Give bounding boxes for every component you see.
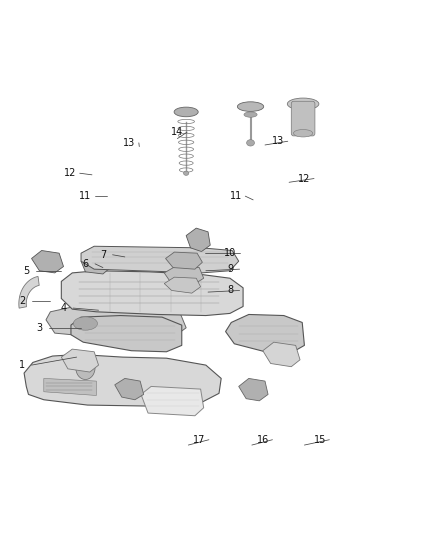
Text: 6: 6 — [82, 259, 88, 269]
Text: 11: 11 — [230, 191, 242, 201]
Polygon shape — [24, 354, 221, 406]
Ellipse shape — [247, 140, 254, 146]
Polygon shape — [166, 252, 202, 269]
Polygon shape — [61, 349, 99, 372]
Polygon shape — [164, 277, 201, 293]
Text: 11: 11 — [79, 191, 92, 201]
Polygon shape — [71, 316, 182, 352]
Polygon shape — [44, 378, 96, 395]
Polygon shape — [32, 251, 64, 273]
Ellipse shape — [237, 102, 264, 111]
Ellipse shape — [293, 130, 313, 137]
Polygon shape — [46, 306, 186, 338]
Text: 2: 2 — [19, 296, 25, 306]
Text: 5: 5 — [23, 266, 29, 276]
Ellipse shape — [174, 107, 198, 117]
Polygon shape — [239, 378, 268, 401]
Polygon shape — [81, 253, 112, 274]
Polygon shape — [141, 386, 204, 416]
Circle shape — [76, 356, 95, 379]
Text: 13: 13 — [123, 138, 135, 148]
Polygon shape — [19, 277, 39, 308]
Text: 3: 3 — [36, 323, 42, 333]
Text: 4: 4 — [60, 303, 67, 313]
Polygon shape — [81, 246, 239, 273]
Ellipse shape — [73, 317, 97, 330]
Ellipse shape — [287, 98, 319, 110]
Text: 16: 16 — [257, 435, 269, 445]
Polygon shape — [115, 378, 144, 400]
Text: 7: 7 — [100, 250, 106, 260]
FancyBboxPatch shape — [291, 101, 315, 136]
Text: 13: 13 — [272, 136, 284, 146]
Text: 17: 17 — [193, 435, 205, 445]
Polygon shape — [164, 266, 204, 285]
Text: 10: 10 — [224, 248, 236, 258]
Text: 12: 12 — [64, 168, 76, 178]
Text: 1: 1 — [19, 360, 25, 370]
Text: 14: 14 — [171, 127, 184, 137]
Text: 12: 12 — [298, 174, 311, 183]
Ellipse shape — [184, 171, 189, 175]
Text: 8: 8 — [227, 286, 233, 295]
Polygon shape — [61, 271, 243, 316]
Text: 9: 9 — [227, 264, 233, 274]
Polygon shape — [186, 228, 210, 252]
Polygon shape — [226, 314, 304, 353]
Polygon shape — [263, 342, 300, 367]
Text: 15: 15 — [314, 435, 326, 445]
Ellipse shape — [244, 112, 257, 117]
